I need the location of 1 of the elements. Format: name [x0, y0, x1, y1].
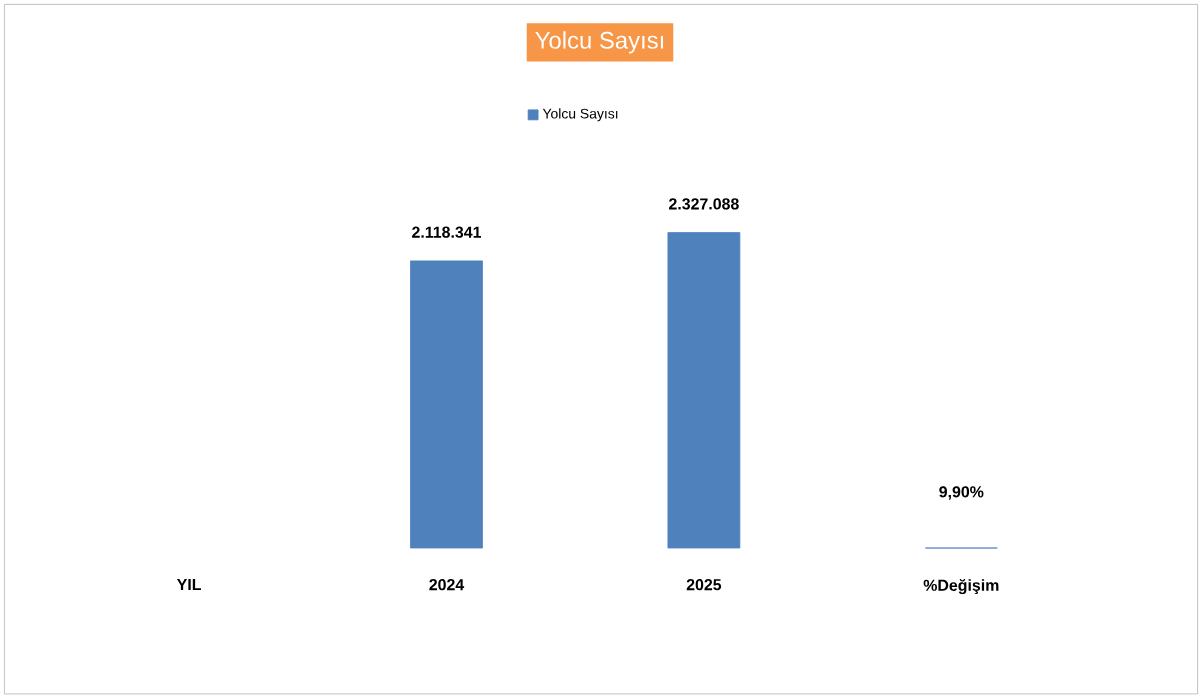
chart-title: Yolcu Sayısı: [535, 31, 664, 54]
